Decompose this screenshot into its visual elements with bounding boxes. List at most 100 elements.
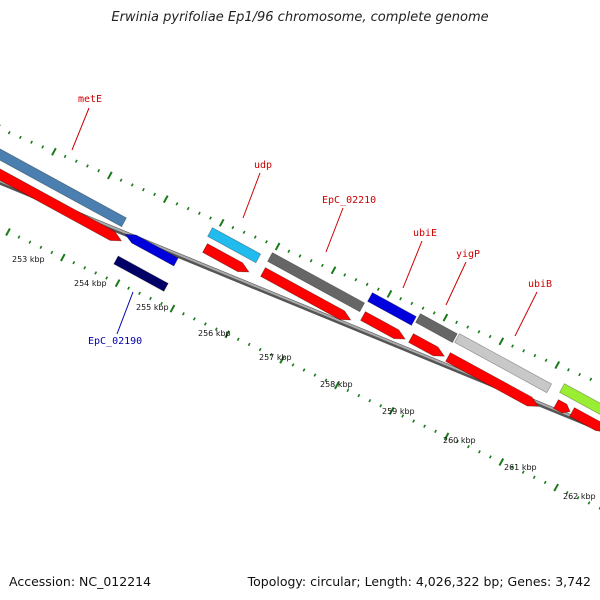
minor-tick xyxy=(309,259,313,263)
gene-label-EpC_02190: EpC_02190 xyxy=(88,336,142,347)
major-tick xyxy=(169,304,176,313)
minor-tick xyxy=(587,501,591,505)
minor-tick xyxy=(175,202,179,206)
major-tick xyxy=(443,432,450,441)
minor-tick xyxy=(521,470,525,474)
minor-tick xyxy=(97,168,101,173)
major-tick xyxy=(498,337,505,346)
major-tick xyxy=(162,195,169,204)
minor-tick xyxy=(209,216,212,220)
minor-tick xyxy=(488,334,492,339)
tick-label: 257 kbp xyxy=(259,353,292,362)
major-tick xyxy=(334,381,340,390)
gene-leader-line xyxy=(116,291,134,335)
minor-tick xyxy=(589,377,593,381)
cds-arrow-ubiE xyxy=(360,311,406,340)
tick-label: 254 kbp xyxy=(74,279,107,288)
cds-arrow-small xyxy=(553,399,571,414)
minor-tick xyxy=(119,178,123,182)
minor-tick xyxy=(511,344,514,348)
gene-leader-line xyxy=(71,107,90,151)
minor-tick xyxy=(74,159,78,163)
major-tick xyxy=(51,147,57,156)
minor-tick xyxy=(510,465,514,469)
minor-tick xyxy=(186,206,190,211)
minor-tick xyxy=(567,368,570,372)
minor-tick xyxy=(130,183,134,187)
outer-tick-track xyxy=(0,124,593,381)
major-tick xyxy=(553,483,559,492)
minor-tick xyxy=(343,273,347,277)
cds-arrow-metE xyxy=(0,168,123,242)
minor-tick xyxy=(141,187,145,192)
minor-tick xyxy=(105,276,109,280)
map-title: Erwinia pyrifoliae Ep1/96 chromosome, co… xyxy=(111,10,489,25)
minor-tick xyxy=(379,404,383,408)
cds-arrow-EpC_02210 xyxy=(260,267,352,321)
minor-tick xyxy=(302,368,306,372)
minor-tick xyxy=(466,325,470,329)
minor-tick xyxy=(214,327,218,331)
minor-tick xyxy=(247,342,251,347)
gene-bar-EpC_02210 xyxy=(267,252,366,313)
minor-tick xyxy=(533,353,537,358)
minor-tick xyxy=(467,444,470,449)
major-tick xyxy=(388,406,395,415)
gene-bar-lime xyxy=(559,383,600,415)
minor-tick xyxy=(127,286,131,290)
gene-label-metE: metE xyxy=(78,94,102,105)
major-tick xyxy=(218,218,225,227)
major-tick xyxy=(107,171,113,180)
minor-tick xyxy=(399,296,403,301)
tick-label: 259 kbp xyxy=(382,407,415,416)
gene-label-ubiE: ubiE xyxy=(413,228,437,239)
gene-leader-line xyxy=(325,207,344,253)
gene-bar-udp xyxy=(207,227,262,264)
minor-tick xyxy=(401,414,405,418)
minor-tick xyxy=(269,352,273,357)
minor-tick xyxy=(576,496,580,500)
gene-leader-line xyxy=(242,172,261,219)
minor-tick xyxy=(28,240,32,244)
minor-tick xyxy=(17,235,21,239)
minor-tick xyxy=(376,287,380,291)
minor-tick xyxy=(456,439,459,444)
minor-tick xyxy=(18,135,22,140)
minor-tick xyxy=(242,230,246,234)
minor-tick xyxy=(287,249,291,253)
minor-tick xyxy=(543,480,547,485)
minor-tick xyxy=(63,154,67,159)
minor-tick xyxy=(203,322,207,326)
major-tick xyxy=(60,253,66,262)
minor-tick xyxy=(488,455,492,459)
minor-tick xyxy=(197,211,201,216)
gene-leader-line xyxy=(514,291,538,337)
tick-label: 260 kbp xyxy=(443,436,476,445)
minor-tick xyxy=(455,320,459,325)
minor-tick xyxy=(346,388,350,393)
minor-tick xyxy=(192,317,196,321)
minor-tick xyxy=(149,296,152,301)
major-tick xyxy=(5,228,11,236)
minor-tick xyxy=(160,301,163,306)
minor-tick xyxy=(423,424,427,428)
minor-tick xyxy=(298,254,302,258)
minor-tick xyxy=(86,164,89,168)
major-tick xyxy=(442,313,449,322)
major-tick xyxy=(498,458,505,466)
major-tick xyxy=(114,279,121,288)
minor-tick xyxy=(578,372,582,377)
major-tick xyxy=(274,242,281,251)
minor-tick xyxy=(544,358,548,362)
minor-tick xyxy=(138,291,141,296)
gene-bar-metE xyxy=(0,148,127,228)
gene-arrow-EpC_02190-reverse xyxy=(124,233,179,267)
minor-tick xyxy=(72,260,76,265)
minor-tick xyxy=(532,475,536,480)
minor-tick xyxy=(324,378,328,382)
minor-tick xyxy=(94,271,98,275)
minor-tick xyxy=(30,140,33,144)
genome-summary-text: Topology: circular; Length: 4,026,322 bp… xyxy=(247,574,591,589)
cds-arrow-udp xyxy=(202,243,250,273)
